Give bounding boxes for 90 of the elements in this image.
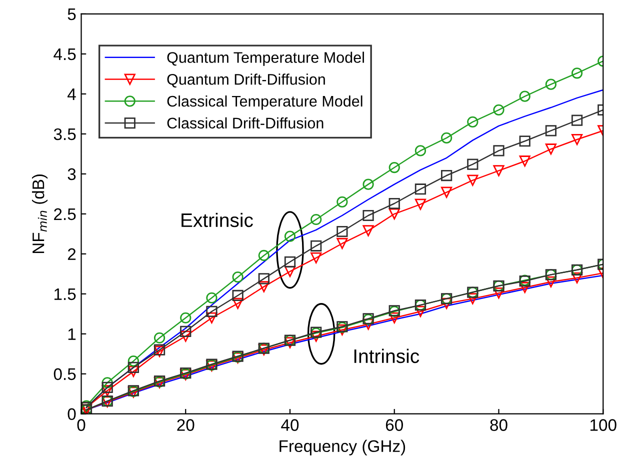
point [180, 326, 192, 338]
point [258, 273, 270, 284]
y-tick-label: 4 [68, 88, 76, 100]
point [310, 252, 322, 264]
x-axis-title: Frequency (GHz) [280, 440, 406, 456]
annotation: Extrinsic [182, 212, 253, 228]
point [441, 298, 452, 310]
y-tick-label: 2.5 [54, 208, 76, 220]
x-tick-label: 100 [590, 419, 616, 431]
point [545, 276, 556, 288]
point [571, 114, 583, 126]
y-tick-label: 3.5 [54, 128, 76, 140]
point [571, 272, 583, 284]
point [545, 78, 556, 90]
legend-label: Quantum Temperature Model [167, 52, 364, 66]
point [362, 178, 374, 190]
point [414, 198, 426, 210]
point [258, 281, 270, 292]
point [258, 250, 270, 262]
y-axis-title: NF$_{min}$ (dB) [32, 174, 48, 254]
point [310, 240, 322, 252]
point [206, 292, 218, 304]
point [310, 330, 322, 342]
point [362, 318, 374, 330]
y-tick-label: 0.5 [54, 368, 76, 380]
point [154, 332, 166, 344]
point [493, 165, 504, 176]
point [467, 116, 478, 128]
y-tick-label: 1.5 [54, 288, 76, 300]
point [362, 210, 374, 222]
point [467, 293, 478, 304]
point [467, 174, 478, 186]
point [571, 68, 583, 79]
x-tick-label: 80 [490, 419, 508, 431]
point [180, 312, 192, 324]
point [414, 184, 426, 195]
point [441, 186, 452, 198]
point [232, 290, 244, 302]
point [493, 145, 504, 156]
annotation: Intrinsic [354, 348, 420, 364]
point [441, 170, 452, 182]
point [284, 230, 296, 242]
point [545, 144, 556, 155]
point [493, 288, 504, 299]
point [388, 198, 400, 210]
point [519, 156, 530, 167]
point [545, 125, 556, 136]
point [284, 337, 296, 348]
y-tick-label: 1 [68, 328, 76, 340]
point [414, 145, 426, 156]
point [441, 132, 452, 144]
point [128, 366, 139, 378]
x-tick-label: 20 [177, 419, 194, 431]
y-tick-label: 0 [68, 408, 76, 420]
point [232, 272, 244, 283]
point [232, 298, 244, 310]
x-tick-label: 60 [386, 419, 403, 431]
point [284, 256, 296, 268]
legend-label: Classical Drift-Diffusion [167, 117, 324, 129]
point [336, 324, 348, 336]
point [571, 134, 583, 146]
legend-label: Classical Temperature Model [167, 95, 362, 110]
point [102, 382, 113, 394]
point [128, 362, 139, 374]
point [180, 330, 192, 342]
point [519, 282, 530, 294]
point [388, 162, 400, 174]
legend-label: Quantum Drift-Diffusion [167, 74, 325, 88]
point [102, 377, 113, 388]
point [336, 238, 348, 250]
point [206, 312, 218, 324]
point [310, 214, 322, 226]
point [519, 90, 530, 102]
point [128, 356, 139, 367]
point [414, 306, 426, 318]
y-tick-label: 3 [68, 168, 76, 180]
y-tick-label: 5 [68, 8, 76, 20]
point [493, 104, 504, 116]
point [519, 136, 530, 147]
y-tick-label: 2 [68, 248, 76, 260]
point [362, 225, 374, 236]
point [388, 208, 400, 220]
point [388, 312, 400, 324]
x-tick-label: 0 [77, 419, 86, 431]
point [336, 196, 348, 208]
point [467, 158, 478, 170]
point [206, 306, 218, 318]
x-tick-label: 40 [281, 419, 299, 431]
point [336, 226, 348, 238]
y-tick-label: 4.5 [54, 48, 76, 60]
